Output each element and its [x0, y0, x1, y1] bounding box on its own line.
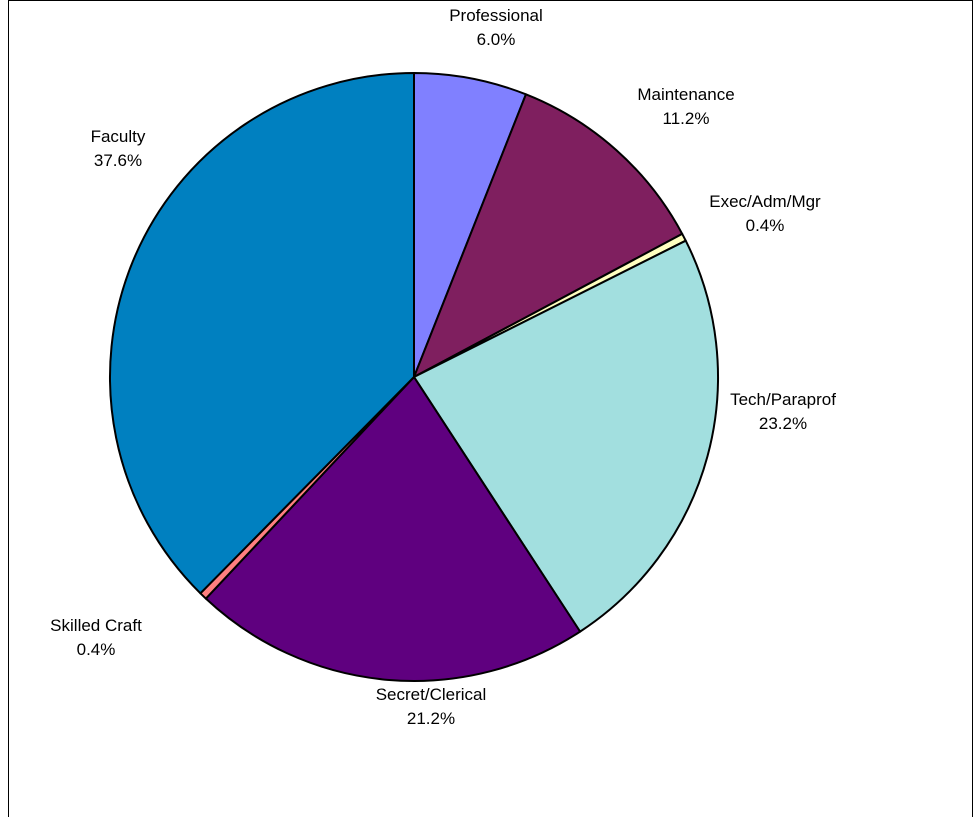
slice-value-secret-clerical: 21.2%	[407, 709, 455, 728]
slice-label-tech-paraprof: Tech/Paraprof	[730, 390, 836, 409]
pie-slices	[109, 72, 719, 682]
slice-label-secret-clerical: Secret/Clerical	[376, 685, 487, 704]
slice-value-faculty: 37.6%	[94, 151, 142, 170]
pie-slice-secret-clerical	[204, 376, 582, 682]
slice-label-faculty: Faculty	[91, 127, 146, 146]
slice-value-tech-paraprof: 23.2%	[759, 414, 807, 433]
slice-label-maintenance: Maintenance	[637, 85, 734, 104]
pie-slice-maintenance	[413, 93, 684, 378]
slice-value-professional: 6.0%	[477, 30, 516, 49]
pie-slice-faculty	[109, 72, 415, 595]
slice-value-skilled-craft: 0.4%	[77, 640, 116, 659]
slice-label-professional: Professional	[449, 6, 543, 25]
slice-label-skilled-craft: Skilled Craft	[50, 616, 142, 635]
slice-label-exec-adm-mgr: Exec/Adm/Mgr	[709, 192, 821, 211]
pie-slice-tech-paraprof	[413, 239, 719, 633]
slice-value-maintenance: 11.2%	[663, 109, 710, 128]
pie-labels: Professional 6.0% Maintenance 11.2% Exec/Adm…	[50, 6, 836, 728]
slice-value-exec-adm-mgr: 0.4%	[746, 216, 785, 235]
